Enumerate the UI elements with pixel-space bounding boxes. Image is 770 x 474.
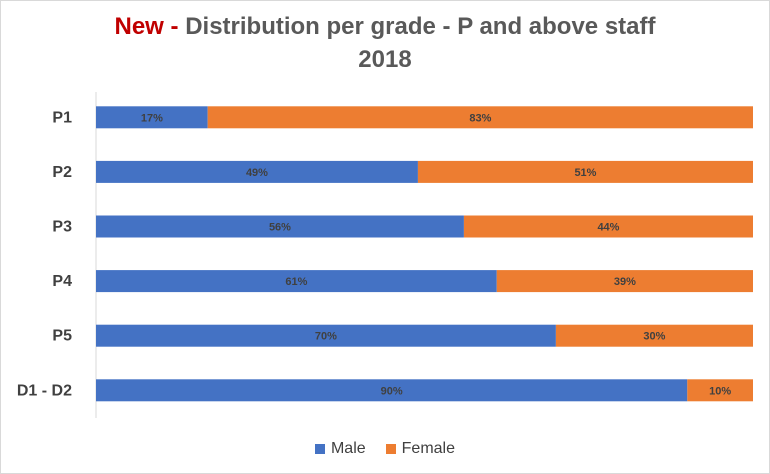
data-label-male-d1-d2: 90% — [381, 385, 403, 397]
legend-item-male: Male — [314, 440, 366, 458]
y-tick-label-p2: P2 — [52, 164, 72, 181]
bar-female-p2 — [417, 160, 753, 183]
bar-male-p1 — [96, 106, 208, 129]
y-tick-label-p1: P1 — [52, 109, 72, 126]
legend: Male Female — [0, 440, 770, 458]
data-label-female-p4: 39% — [614, 276, 636, 288]
data-label-female-p3: 44% — [597, 222, 619, 234]
data-label-male-p1: 17% — [141, 112, 163, 124]
data-label-female-d1-d2: 10% — [709, 385, 731, 397]
bar-male-p5 — [96, 324, 556, 347]
chart-title: New - Distribution per grade - P and abo… — [0, 10, 770, 76]
bar-female-d1-d2 — [687, 379, 753, 402]
data-label-male-p5: 70% — [315, 331, 337, 343]
bar-female-p1 — [207, 106, 753, 129]
data-label-male-p4: 61% — [285, 276, 307, 288]
bar-male-p3 — [96, 215, 464, 238]
title-line-1: New - Distribution per grade - P and abo… — [0, 10, 770, 43]
title-main: Distribution per grade - P and above sta… — [185, 13, 656, 40]
data-label-male-p3: 56% — [269, 222, 291, 234]
legend-label-male: Male — [330, 440, 366, 457]
data-label-female-p1: 83% — [469, 112, 491, 124]
title-prefix: New - — [114, 13, 179, 40]
y-tick-label-p5: P5 — [52, 328, 72, 345]
y-tick-label-d1-d2: D1 - D2 — [17, 382, 72, 399]
legend-item-female: Female — [385, 440, 456, 458]
bar-female-p5 — [555, 324, 753, 347]
data-label-female-p2: 51% — [574, 167, 596, 179]
legend-swatch-female — [385, 444, 396, 454]
legend-label-female: Female — [401, 440, 456, 457]
bar-male-d1-d2 — [96, 379, 688, 402]
bar-female-p4 — [496, 270, 753, 293]
y-tick-label-p3: P3 — [52, 219, 72, 236]
y-tick-label-p4: P4 — [52, 273, 72, 290]
data-label-male-p2: 49% — [246, 167, 268, 179]
data-label-female-p5: 30% — [643, 331, 665, 343]
bar-female-p3 — [463, 215, 753, 238]
legend-swatch-male — [314, 444, 325, 454]
bar-male-p4 — [96, 270, 497, 293]
title-year: 2018 — [358, 46, 412, 73]
bar-male-p2 — [96, 160, 418, 183]
